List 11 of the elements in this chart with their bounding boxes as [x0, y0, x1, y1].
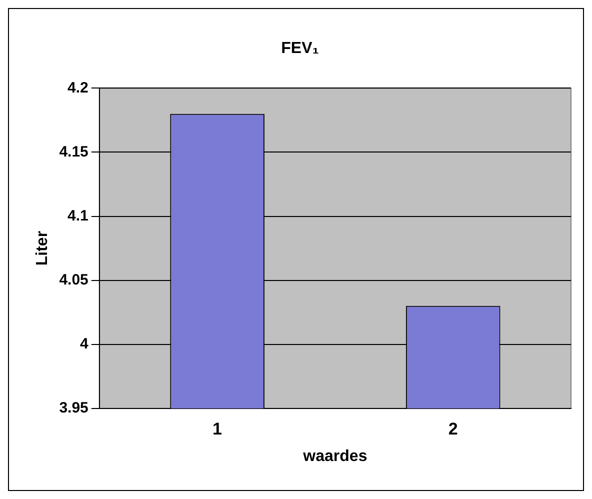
x-tick-label: 2 [448, 419, 458, 438]
y-tick-label: 3.95 [59, 400, 88, 417]
y-tick-label: 4 [80, 336, 90, 352]
y-tick-label: 4.05 [59, 271, 88, 288]
y-tick-label: 4.2 [68, 79, 88, 96]
x-axis-title: waardes [302, 448, 368, 465]
y-axis-title: Liter [34, 230, 52, 266]
chart-title: FEV₁ [281, 40, 320, 58]
x-tick-label: 1 [212, 419, 222, 438]
y-tick-label: 4.15 [59, 143, 88, 160]
y-tick-label: 4.1 [68, 207, 88, 224]
